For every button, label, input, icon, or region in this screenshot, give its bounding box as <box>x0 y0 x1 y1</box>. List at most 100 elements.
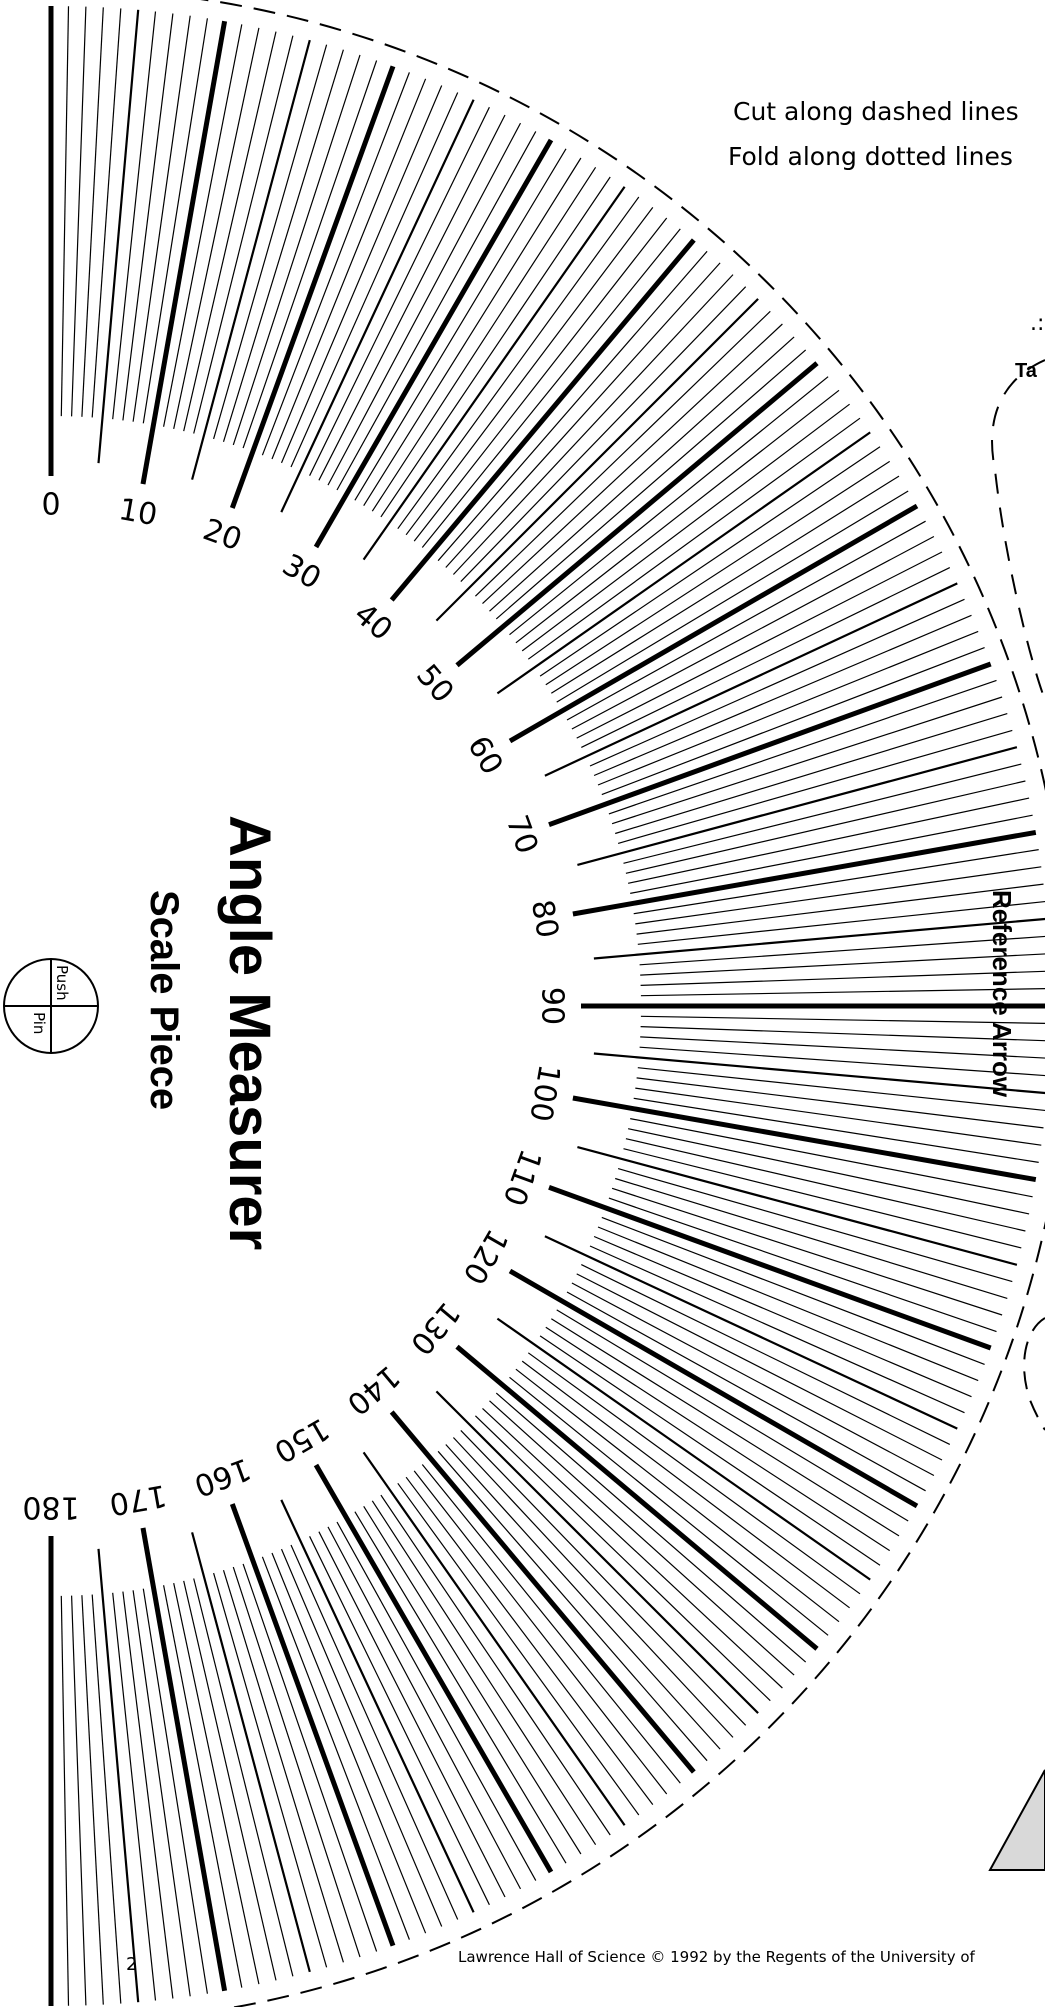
minor-tick <box>336 131 537 491</box>
minor-tick <box>163 1585 243 1988</box>
tick-label: 170 <box>107 1477 169 1521</box>
minor-tick <box>421 228 681 548</box>
minor-tick <box>309 1536 490 1906</box>
minor-tick <box>509 1376 829 1636</box>
minor-tick <box>363 157 582 507</box>
fold-instruction: Fold along dotted lines <box>728 142 1013 171</box>
minor-tick <box>608 1197 997 1333</box>
minor-tick <box>509 376 829 636</box>
minor-tick <box>318 1531 506 1898</box>
minor-tick <box>527 417 861 660</box>
major-tick <box>389 1410 696 1774</box>
minor-tick <box>163 24 243 427</box>
minor-tick <box>452 274 734 575</box>
minor-tick <box>544 582 958 777</box>
tick-label: 60 <box>460 730 509 781</box>
title-main: Angle Measurer <box>217 815 282 1251</box>
minor-tick <box>566 1291 926 1492</box>
minor-tick <box>421 1464 681 1784</box>
minor-tick <box>213 1572 328 1968</box>
minor-tick <box>354 1511 567 1864</box>
major-tick <box>140 1527 228 1992</box>
minor-tick <box>539 1335 881 1566</box>
tab-outline-dashed <box>991 359 1045 701</box>
minor-tick <box>60 1595 70 2006</box>
minor-tick <box>556 490 909 703</box>
minor-tick <box>112 1592 157 2001</box>
minor-tick <box>593 1235 972 1398</box>
tick-label: 130 <box>403 1295 467 1361</box>
minor-tick <box>489 336 795 612</box>
tick-label: 100 <box>522 1062 566 1124</box>
minor-tick <box>97 1548 140 2003</box>
minor-tick <box>183 31 277 432</box>
tick-label: 150 <box>268 1410 335 1469</box>
fold-dots-top: .: <box>1030 311 1044 336</box>
minor-tick <box>354 148 567 501</box>
minor-tick <box>327 122 522 486</box>
minor-tick <box>173 1582 260 1985</box>
minor-tick <box>142 18 208 424</box>
minor-tick <box>640 1015 1045 1024</box>
minor-tick <box>405 1476 654 1805</box>
minor-tick <box>193 1578 294 1977</box>
major-tick <box>572 1095 1037 1183</box>
tick-label: 50 <box>409 658 460 710</box>
minor-tick <box>550 1318 900 1537</box>
minor-tick <box>639 1046 1045 1077</box>
minor-tick <box>640 988 1045 997</box>
minor-tick <box>122 13 174 421</box>
minor-tick <box>581 567 951 748</box>
minor-tick <box>363 1505 582 1855</box>
minor-tick <box>290 1544 459 1920</box>
minor-tick <box>545 1326 891 1552</box>
minor-tick <box>452 1437 734 1738</box>
tick-label: 30 <box>276 547 327 596</box>
minor-tick <box>495 349 807 620</box>
minor-tick <box>173 27 260 430</box>
minor-tick <box>601 1216 985 1365</box>
minor-tick <box>515 389 840 644</box>
minor-tick <box>132 1590 191 1997</box>
minor-tick <box>576 551 943 739</box>
minor-tick <box>544 1235 958 1430</box>
minor-tick <box>550 475 900 694</box>
minor-tick <box>280 1499 475 1913</box>
tick-label: 140 <box>340 1358 406 1422</box>
minor-tick <box>413 1470 668 1795</box>
minor-tick <box>581 1264 951 1445</box>
minor-tick <box>435 1390 759 1714</box>
cut-instruction: Cut along dashed lines <box>733 97 1019 126</box>
minor-tick <box>539 446 881 677</box>
minor-tick <box>577 1146 1018 1266</box>
tick-label: 180 <box>22 1490 79 1525</box>
minor-tick <box>593 917 1045 960</box>
minor-tick <box>556 1309 909 1522</box>
minor-tick <box>630 814 1033 894</box>
minor-tick <box>615 1177 1008 1299</box>
major-tick <box>229 1503 396 1947</box>
push-pin-target: Push Pin <box>3 958 99 1054</box>
minor-tick <box>640 1036 1045 1059</box>
minor-tick <box>132 15 191 422</box>
major-tick <box>389 238 696 602</box>
minor-tick <box>380 176 611 518</box>
arrow-piece-corner <box>988 1769 1045 1871</box>
minor-tick <box>627 797 1030 884</box>
minor-tick <box>60 6 70 417</box>
minor-tick <box>242 60 378 449</box>
minor-tick <box>397 1482 640 1816</box>
minor-tick <box>71 6 87 417</box>
minor-tick <box>183 1580 277 1981</box>
minor-tick <box>545 460 891 686</box>
minor-tick <box>122 1591 174 1999</box>
minor-tick <box>71 1595 87 2006</box>
minor-tick <box>577 746 1018 866</box>
minor-tick <box>437 1450 708 1762</box>
minor-tick <box>593 614 972 777</box>
minor-tick <box>571 1282 935 1477</box>
minor-tick <box>640 1026 1045 1042</box>
tab-label-fragment: Ta <box>1015 360 1038 382</box>
minor-tick <box>112 11 157 420</box>
minor-tick <box>460 1429 747 1726</box>
